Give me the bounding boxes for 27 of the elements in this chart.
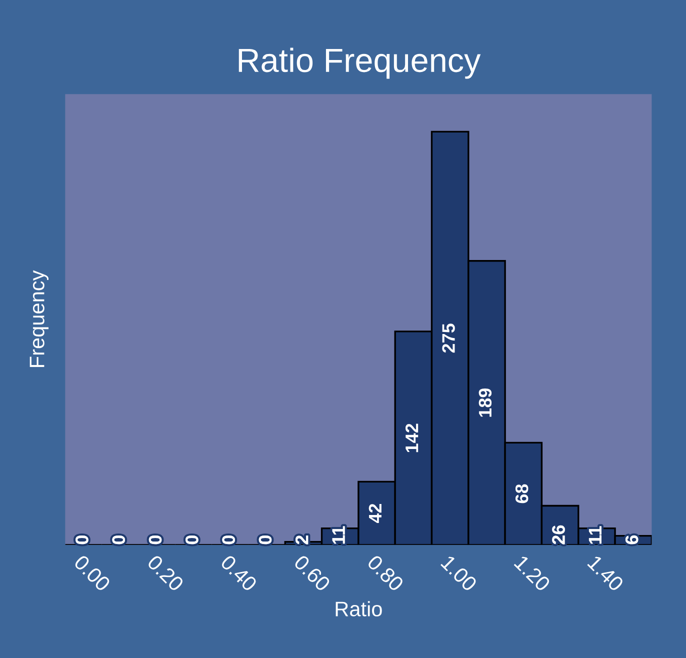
data-label: 2: [296, 536, 308, 544]
data-label: 68: [515, 484, 528, 504]
data-label: 0: [76, 536, 88, 544]
data-label: 0: [148, 536, 162, 544]
x-tick-label: 0.20: [146, 554, 185, 592]
data-label: 42: [368, 504, 382, 524]
x-tick-label: 0.80: [366, 554, 404, 592]
x-tick-label: 1.40: [587, 554, 624, 592]
data-label: 275: [442, 324, 455, 353]
x-tick-label: 1.20: [514, 554, 552, 592]
y-axis-title: Frequency: [30, 270, 49, 367]
data-label: 11: [588, 526, 602, 544]
data-label: 0: [258, 536, 272, 544]
x-tick-label: 0.00: [73, 554, 112, 592]
data-label: 0: [186, 536, 198, 544]
x-axis-title: Ratio: [336, 601, 382, 616]
x-tick-label: 1.00: [440, 554, 478, 592]
x-tick-label: 0.60: [293, 554, 332, 592]
data-label: 26: [552, 525, 565, 544]
data-label: 0: [222, 536, 235, 544]
chart-title: Ratio Frequency: [238, 48, 481, 79]
data-label: 142: [405, 424, 418, 452]
x-tick-label: 0.40: [220, 554, 258, 592]
data-label: 6: [625, 535, 638, 544]
data-label: 11: [332, 526, 345, 544]
data-label: 189: [478, 388, 492, 417]
data-label: 0: [112, 536, 126, 544]
